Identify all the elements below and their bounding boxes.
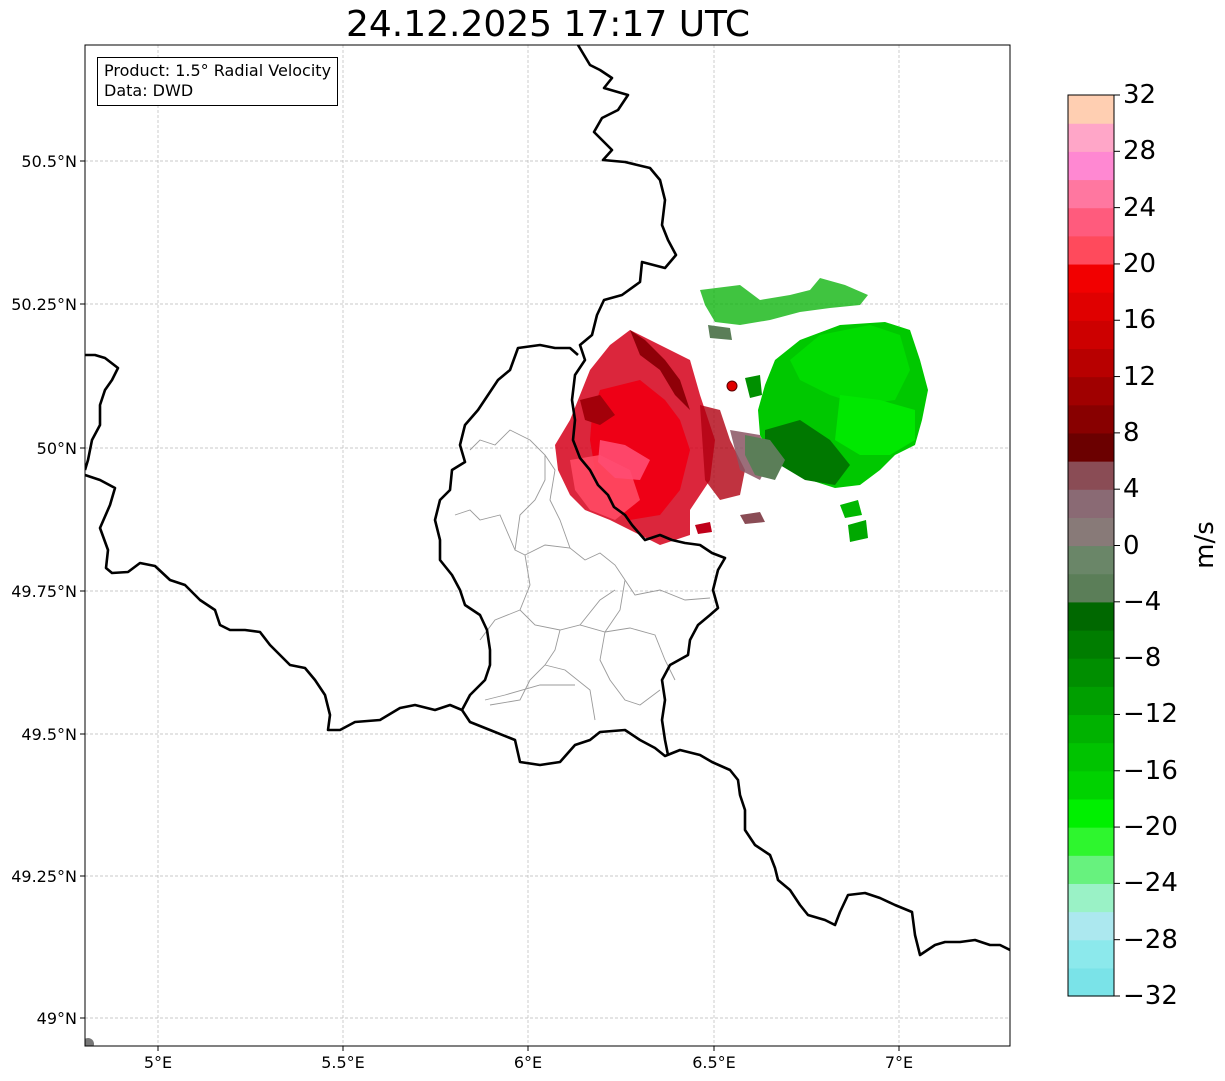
colorbar-segment bbox=[1068, 207, 1114, 237]
colorbar-segment bbox=[1068, 376, 1114, 406]
radar-echo-outbound bbox=[555, 330, 770, 545]
colorbar-tick-label: −28 bbox=[1123, 924, 1178, 955]
colorbar-tick-label: −20 bbox=[1123, 812, 1178, 843]
colorbar-tick-label: 24 bbox=[1123, 192, 1157, 223]
colorbar-tick-label: −16 bbox=[1123, 755, 1178, 786]
colorbar-segment bbox=[1068, 827, 1114, 856]
colorbar-tick-label: 0 bbox=[1123, 530, 1140, 561]
colorbar-segment bbox=[1068, 545, 1114, 575]
colorbar-segment bbox=[1068, 320, 1114, 350]
colorbar-tick-label: 20 bbox=[1123, 248, 1157, 279]
lon-tick-label: 5°E bbox=[144, 1053, 172, 1072]
colorbar-tick-label: −4 bbox=[1123, 586, 1162, 617]
colorbar-segment bbox=[1068, 95, 1114, 124]
lon-tick-label: 7°E bbox=[885, 1053, 913, 1072]
colorbar-segment bbox=[1068, 235, 1114, 265]
colorbar-segment bbox=[1068, 714, 1114, 744]
colorbar-segment bbox=[1068, 517, 1114, 547]
colorbar-segment bbox=[1068, 123, 1114, 152]
colorbar-ticks bbox=[1114, 94, 1120, 997]
colorbar-tick-label: 16 bbox=[1123, 305, 1157, 336]
radar-site-marker[interactable] bbox=[726, 380, 738, 392]
y-axis: 50.5°N 50.25°N 50°N 49.75°N 49.5°N 49.25… bbox=[11, 152, 85, 1028]
colorbar-segment bbox=[1068, 855, 1114, 884]
colorbar-segment bbox=[1068, 489, 1114, 518]
lon-tick-label: 6.5°E bbox=[692, 1053, 736, 1072]
lat-tick-label: 50.5°N bbox=[21, 152, 77, 171]
colorbar-segment bbox=[1068, 573, 1114, 603]
colorbar-segment bbox=[1068, 461, 1114, 490]
info-box: Product: 1.5° Radial Velocity Data: DWD bbox=[97, 57, 339, 106]
radar-echo-inbound bbox=[700, 278, 928, 542]
colorbar-tick-label: 8 bbox=[1123, 417, 1140, 448]
colorbar-tick-label: −24 bbox=[1123, 868, 1178, 899]
colorbar-unit: m/s bbox=[1190, 521, 1220, 569]
colorbar-segment bbox=[1068, 658, 1114, 687]
district-borders bbox=[454, 429, 711, 721]
x-axis: 5°E 5.5°E 6°E 6.5°E 7°E bbox=[144, 1046, 913, 1072]
colorbar-segment bbox=[1068, 883, 1114, 913]
colorbar-segment bbox=[1068, 911, 1114, 941]
colorbar-tick-label: 28 bbox=[1123, 136, 1157, 167]
lat-tick-label: 50.25°N bbox=[11, 295, 77, 314]
colorbar-tick-label: 12 bbox=[1123, 361, 1157, 392]
info-product: Product: 1.5° Radial Velocity bbox=[104, 61, 332, 80]
country-borders bbox=[85, 45, 1010, 957]
colorbar-tick-label: 32 bbox=[1123, 80, 1157, 110]
colorbar-segment bbox=[1068, 686, 1114, 716]
colorbar-segment bbox=[1068, 629, 1114, 659]
colorbar-tick-label: −32 bbox=[1123, 981, 1178, 1011]
corner-marker bbox=[85, 1038, 94, 1046]
colorbar-segment bbox=[1068, 432, 1114, 462]
lat-tick-label: 49.5°N bbox=[21, 725, 77, 744]
colorbar-segment bbox=[1068, 967, 1114, 997]
colorbar-segment bbox=[1068, 292, 1114, 321]
colorbar-segment bbox=[1068, 770, 1114, 800]
colorbar-segment bbox=[1068, 179, 1114, 209]
lat-tick-label: 50°N bbox=[37, 439, 77, 458]
lon-tick-label: 6°E bbox=[514, 1053, 542, 1072]
colorbar-segment bbox=[1068, 348, 1114, 378]
colorbar-segment bbox=[1068, 151, 1114, 181]
colorbar-tick-label: −12 bbox=[1123, 699, 1178, 730]
colorbar-segment bbox=[1068, 742, 1114, 772]
colorbar bbox=[1068, 95, 1114, 997]
info-data-source: Data: DWD bbox=[104, 81, 194, 100]
lat-tick-label: 49°N bbox=[37, 1009, 77, 1028]
colorbar-segment bbox=[1068, 404, 1114, 434]
lat-tick-label: 49.75°N bbox=[11, 582, 77, 601]
colorbar-tick-label: 4 bbox=[1123, 474, 1140, 505]
colorbar-segment bbox=[1068, 601, 1114, 631]
lon-tick-label: 5.5°E bbox=[321, 1053, 365, 1072]
colorbar-segment bbox=[1068, 939, 1114, 969]
colorbar-tick-label: −8 bbox=[1123, 643, 1162, 674]
lat-tick-label: 49.25°N bbox=[11, 867, 77, 886]
map-frame bbox=[84, 44, 1011, 1047]
colorbar-segment bbox=[1068, 263, 1114, 293]
colorbar-segment bbox=[1068, 798, 1114, 828]
map-title: 24.12.2025 17:17 UTC bbox=[345, 4, 751, 45]
